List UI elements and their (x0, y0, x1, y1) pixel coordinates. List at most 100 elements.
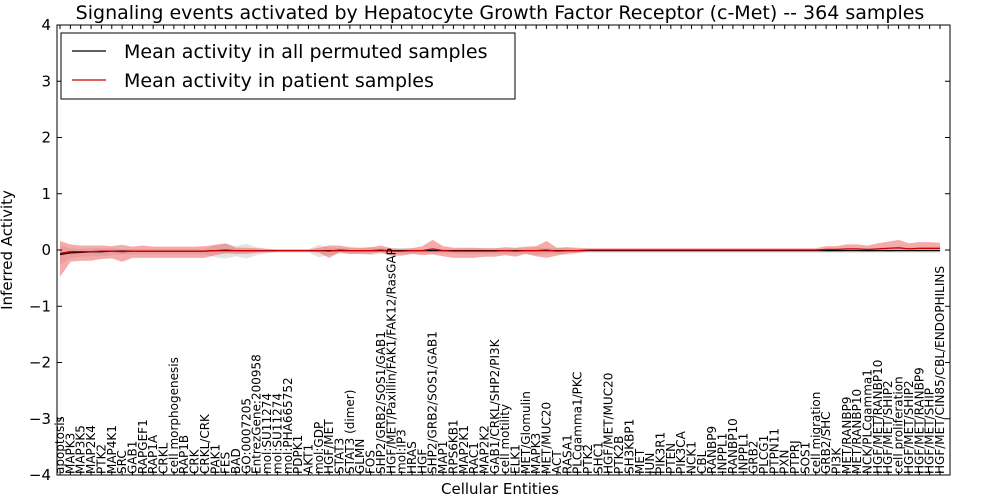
x-tick-label: MET/RANBP9 (840, 397, 854, 474)
y-tick-label: 1 (41, 185, 51, 203)
series-line-patient (59, 247, 940, 255)
chart-title: Signaling events activated by Hepatocyte… (76, 2, 925, 24)
x-tick-label: HGF/MET/RANBP9 (912, 367, 926, 474)
x-tick-label: ACT (550, 450, 564, 474)
x-tick-label: mol:GDP (312, 422, 326, 474)
x-tick-label: MET/MUC20 (540, 402, 554, 474)
x-tick-label: SH3KBP1 (622, 419, 636, 474)
x-tick-label: PTK2 (94, 444, 108, 474)
x-tick-label: INPPL1 (736, 433, 750, 474)
x-tick-label: RAP1A (146, 434, 160, 474)
x-tick-label: MAP1 (436, 441, 450, 474)
x-tick-label: MAPK3 (63, 433, 77, 474)
x-tick-label: MAP2K2 (478, 425, 492, 474)
x-tick-label: SHC1 (591, 441, 605, 474)
x-tick-label: CBL (695, 450, 709, 474)
x-tick-label: mol:PHA665752 (281, 377, 295, 474)
x-tick-label: MAP2K1 (457, 425, 471, 474)
x-tick-label: INPPL1 (716, 433, 730, 474)
x-tick-label: MAPK3 (529, 433, 543, 474)
legend-box (60, 32, 516, 100)
x-tick-label: HGF/MET/CIN85/CBL/ENDOPHILINS (933, 266, 947, 474)
x-tick-label: MAP3K5 (74, 425, 88, 474)
x-tick-label: JUN (643, 453, 657, 475)
x-tick-label: MET (633, 448, 647, 474)
x-tick-label: RANBP9 (705, 426, 719, 474)
y-tick-label: −4 (29, 466, 51, 484)
x-tick-label: HGF/MET (322, 419, 336, 474)
x-tick-label: HRAS (405, 441, 419, 474)
x-tick-label: HGF (415, 449, 429, 474)
x-tick-label: SOS1 (798, 442, 812, 474)
x-tick-label: cell proliferation (892, 376, 906, 474)
x-tick-label: HGF/MET/Paxillin/FAK1/FAK12/RasGAP (384, 248, 398, 474)
x-tick-label: AKT1 (302, 444, 316, 474)
x-tick-label: GAB1/CRKL/SHP2/PI3K (488, 338, 502, 474)
x-tick-label: GO:0007205 (239, 398, 253, 474)
x-axis-label: Cellular Entities (441, 480, 559, 498)
x-tick-label: HGF/MET/SHIP2 (902, 380, 916, 474)
x-tick-label: RANBP10 (726, 418, 740, 474)
x-tick-label: PI3K (830, 447, 844, 474)
x-tick-label: HGF/MET/MUC20 (602, 373, 616, 474)
x-tick-label: MAP4K1 (105, 425, 119, 474)
x-tick-label: cell migration (809, 392, 823, 474)
y-tick-label: 4 (41, 16, 51, 34)
x-tick-label: PTK2 (581, 444, 595, 474)
x-tick-label: RPS6KB1 (446, 419, 460, 474)
x-tick-label: NCK1 (685, 441, 699, 474)
x-tick-label: MET/RANBP10 (850, 389, 864, 474)
x-tick-label: RAPGEF1 (136, 419, 150, 474)
legend: Mean activity in all permuted samples Me… (60, 32, 516, 100)
x-tick-label: mol:SU11274 (260, 393, 274, 474)
x-tick-label: CRK (188, 448, 202, 474)
x-tick-label: PLCgamma1/PKC (571, 371, 585, 474)
x-tick-label: STAT3 (333, 438, 347, 474)
x-tick-label: mol:SU11274 (270, 393, 284, 474)
y-tick-label: −3 (29, 410, 51, 428)
x-tick-label: RAC1 (467, 442, 481, 474)
x-tick-label: SHP2/GRB2/SOS1/GAB1 (374, 331, 388, 474)
legend-label-patient: Mean activity in patient samples (124, 70, 434, 92)
x-tick-label: EntrezGene:200958 (250, 354, 264, 474)
x-tick-label: PIK3CA (674, 430, 688, 474)
x-tick-label: SRC (115, 450, 129, 474)
x-tick-label: ELK1 (509, 444, 523, 474)
y-axis-label: Inferred Activity (0, 190, 16, 310)
x-tick-label: PTK2B (612, 436, 626, 474)
x-tick-label: PTEN (664, 443, 678, 474)
x-axis: apoptosisMAPK3MAP3K5MAP2K4PTK2MAP4K1SRCG… (53, 25, 947, 475)
x-tick-label: CRKL/CRK (198, 413, 212, 474)
x-tick-label: PTPN11 (767, 428, 781, 474)
confidence-bands (60, 239, 940, 277)
x-tick-label: CRKL (157, 442, 171, 474)
x-tick-label: FES (219, 452, 233, 474)
band-permuted (60, 243, 940, 265)
x-tick-label: SHP2/GRB2/SOS1/GAB1 (426, 331, 440, 474)
y-tick-label: −1 (29, 297, 51, 315)
x-tick-label: HGF/MET/RANBP10 (871, 360, 885, 474)
y-tick-label: −2 (29, 354, 51, 372)
y-tick-label: 2 (41, 129, 51, 147)
y-tick-label: 0 (41, 241, 51, 259)
x-tick-label: HGF/MET/SHIP (923, 388, 937, 474)
x-tick-label: FOS (364, 450, 378, 474)
x-tick-label: PDPK1 (291, 435, 305, 474)
legend-label-permuted: Mean activity in all permuted samples (124, 41, 487, 63)
x-tick-label: MET/Glomulin (519, 391, 533, 474)
y-axis: 4 3 2 1 0 −1 −2 −3 −4 (29, 16, 950, 484)
x-tick-label: GRB2/SHC (819, 411, 833, 474)
x-tick-label: RAP1B (177, 435, 191, 474)
y-tick-label: 3 (41, 72, 51, 90)
x-tick-label: apoptosis (53, 416, 67, 474)
x-tick-label: BAD (229, 448, 243, 474)
x-tick-label: PLCG1 (757, 435, 771, 474)
x-tick-label: GRB2 (747, 440, 761, 474)
x-tick-label: PTPRJ (788, 440, 802, 474)
x-tick-label: PIK3R1 (654, 432, 668, 474)
x-tick-label: MAP2K4 (84, 425, 98, 474)
x-tick-label: RASA1 (560, 434, 574, 474)
x-tick-label: NCK/PLCgamma1 (861, 369, 875, 474)
x-tick-label: PAK1 (208, 444, 222, 474)
